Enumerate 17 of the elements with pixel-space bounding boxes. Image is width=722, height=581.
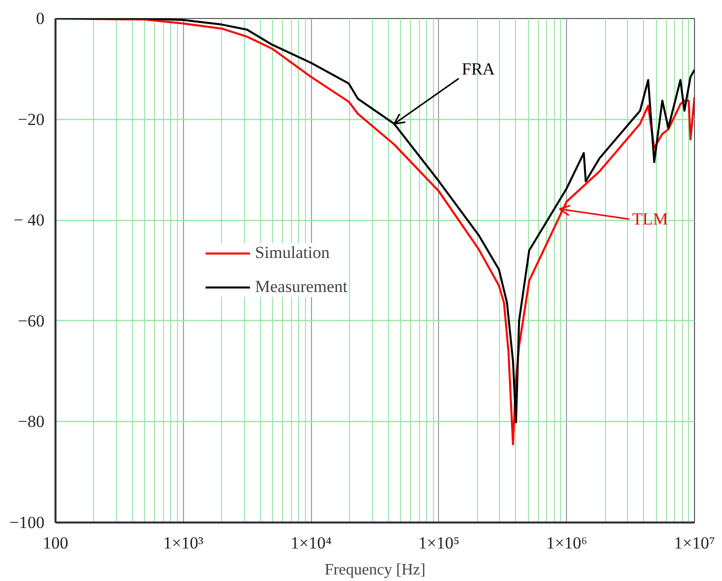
y-tick-label: 0 xyxy=(36,9,44,28)
legend-label: Measurement xyxy=(255,277,348,297)
y-tick-label: −20 xyxy=(18,110,45,129)
x-tick-label: 1×10⁷ xyxy=(674,534,716,552)
x-tick-label: 1×10⁵ xyxy=(418,534,460,552)
x-tick-label: 1×10⁶ xyxy=(546,534,588,552)
y-tick-label: −60 xyxy=(18,311,45,330)
x-axis-title: Frequency [Hz] xyxy=(324,562,426,578)
annotation: TLM xyxy=(632,210,668,229)
x-tick-label: 100 xyxy=(42,534,68,552)
x-tick-label: 1×10³ xyxy=(163,534,204,552)
x-tick-label: 1×10⁴ xyxy=(290,534,332,552)
legend-label: Simulation xyxy=(255,243,330,263)
annotation: FRA xyxy=(462,59,496,78)
y-tick-label: −80 xyxy=(18,412,45,432)
y-tick-label: −100 xyxy=(9,513,45,532)
y-tick-label: − 40 xyxy=(14,210,45,230)
